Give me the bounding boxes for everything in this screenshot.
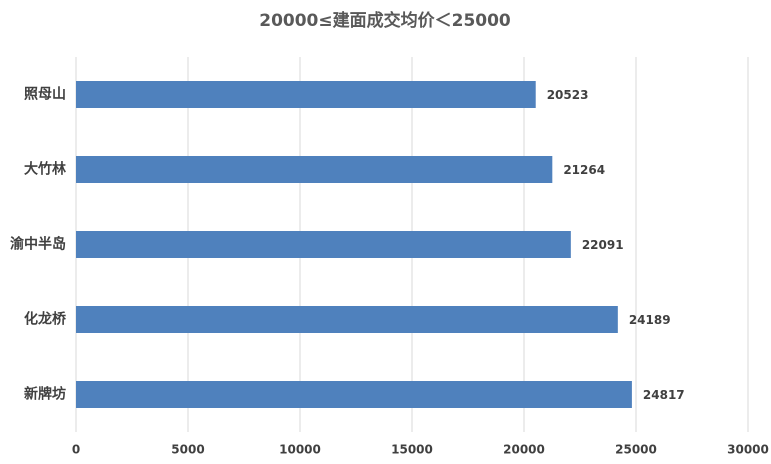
- x-tick-label: 5000: [171, 443, 204, 457]
- chart-title: 20000≤建面成交均价＜25000: [259, 10, 511, 31]
- y-tick-label: 化龙桥: [24, 311, 67, 328]
- y-tick-label: 大竹林: [24, 161, 66, 178]
- x-tick-label: 30000: [727, 443, 769, 457]
- data-label: 24189: [629, 313, 671, 327]
- data-label: 24817: [643, 388, 685, 402]
- bar: [76, 231, 571, 258]
- y-tick-label: 新牌坊: [24, 386, 66, 403]
- bar: [76, 156, 553, 183]
- bar: [76, 306, 618, 333]
- data-label: 20523: [547, 88, 589, 102]
- y-tick-label: 渝中半岛: [10, 236, 66, 253]
- x-tick-label: 20000: [503, 443, 545, 457]
- data-label: 21264: [563, 163, 605, 177]
- x-tick-label: 25000: [615, 443, 657, 457]
- x-tick-label: 10000: [279, 443, 321, 457]
- x-tick-label: 15000: [391, 443, 433, 457]
- bar: [76, 81, 536, 108]
- bar: [76, 381, 632, 408]
- x-tick-label: 0: [72, 443, 80, 457]
- data-label: 22091: [582, 238, 624, 252]
- y-tick-label: 照母山: [24, 87, 66, 103]
